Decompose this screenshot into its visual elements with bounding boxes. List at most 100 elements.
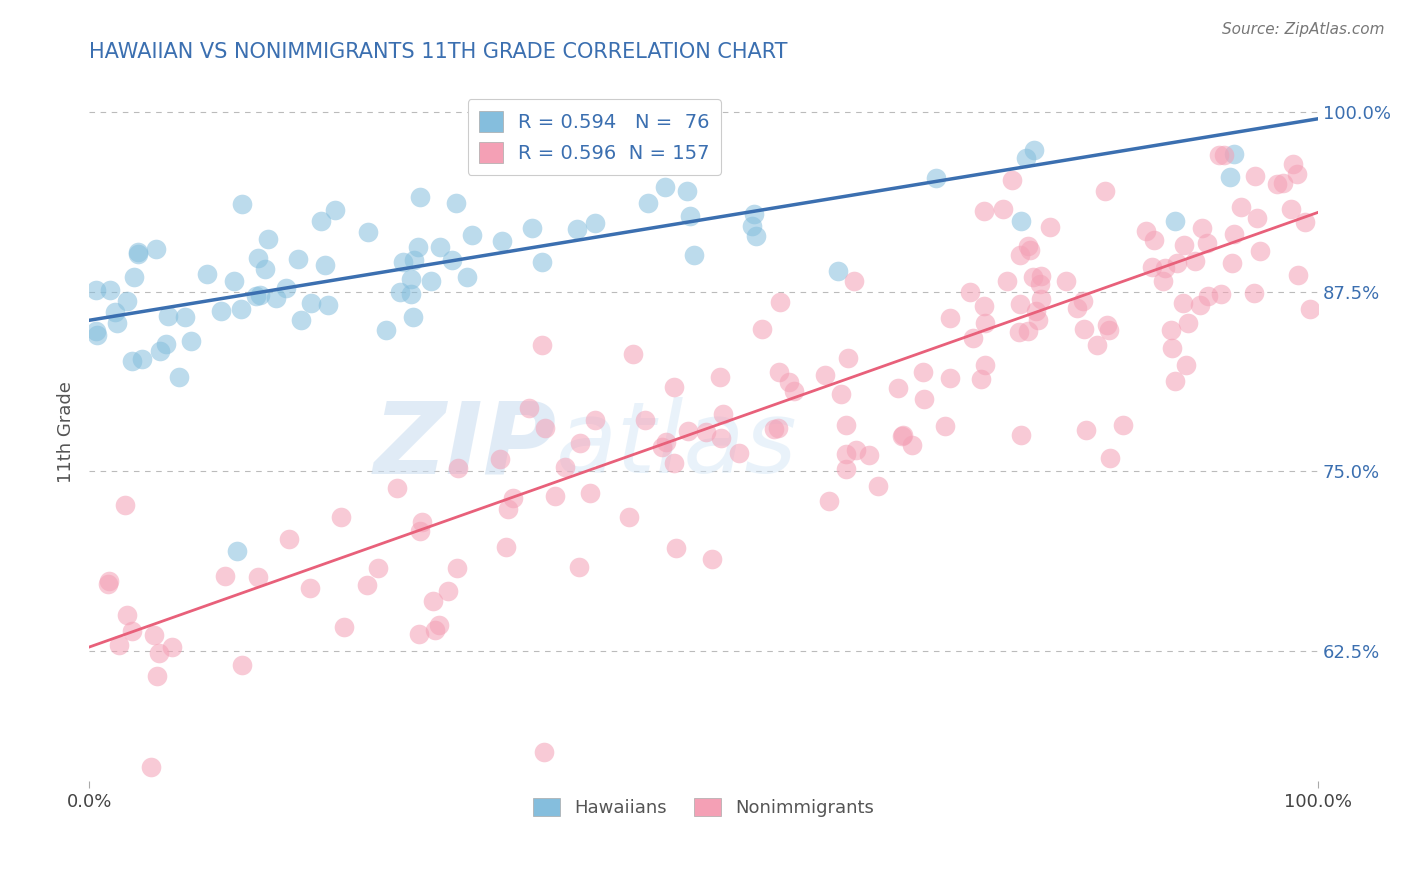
Point (131, 352, 153, 367)
Point (974, 316, 997, 330)
Point (146, 669, 169, 683)
Point (887, 381, 910, 395)
Point (1265, 178, 1288, 192)
Point (969, 371, 991, 385)
Point (1244, 169, 1267, 183)
Point (408, 240, 430, 254)
Point (709, 431, 731, 445)
Point (835, 417, 858, 432)
Point (491, 234, 513, 248)
Point (1054, 274, 1077, 288)
Point (1074, 423, 1097, 437)
Point (402, 310, 425, 324)
Point (427, 617, 450, 632)
Point (1099, 450, 1122, 465)
Text: atlas: atlas (557, 397, 797, 494)
Text: Source: ZipAtlas.com: Source: ZipAtlas.com (1222, 22, 1385, 37)
Point (1223, 227, 1246, 242)
Point (155, 336, 177, 351)
Text: ZIP: ZIP (373, 397, 557, 494)
Point (374, 323, 396, 337)
Point (422, 593, 444, 607)
Point (167, 370, 190, 384)
Point (446, 561, 468, 575)
Point (621, 347, 644, 361)
Point (702, 552, 724, 566)
Point (1164, 214, 1187, 228)
Point (912, 392, 935, 407)
Point (299, 296, 322, 310)
Point (122, 269, 145, 284)
Point (1230, 200, 1253, 214)
Point (246, 251, 269, 265)
Point (231, 302, 253, 317)
Point (115, 293, 138, 308)
Point (858, 449, 880, 463)
Point (517, 401, 540, 415)
Point (408, 190, 430, 204)
Point (1015, 151, 1038, 165)
Point (655, 435, 678, 450)
Point (145, 242, 167, 256)
Point (1010, 428, 1032, 442)
Point (231, 197, 253, 211)
Point (742, 207, 765, 221)
Point (1213, 147, 1236, 161)
Point (1029, 292, 1052, 306)
Point (891, 429, 914, 443)
Point (107, 638, 129, 652)
Point (356, 578, 378, 592)
Point (973, 358, 995, 372)
Point (1008, 248, 1031, 262)
Point (1285, 168, 1308, 182)
Point (962, 331, 984, 345)
Point (97, 574, 120, 588)
Point (457, 269, 479, 284)
Point (1029, 277, 1052, 291)
Point (830, 387, 852, 401)
Point (728, 446, 751, 460)
Point (98, 284, 121, 298)
Point (287, 252, 309, 266)
Point (901, 438, 924, 452)
Point (429, 240, 451, 254)
Point (195, 267, 218, 281)
Point (447, 460, 470, 475)
Point (912, 365, 935, 379)
Point (115, 607, 138, 622)
Point (401, 286, 423, 301)
Point (311, 213, 333, 227)
Point (779, 375, 801, 389)
Point (1272, 176, 1295, 190)
Point (1184, 254, 1206, 268)
Point (679, 210, 702, 224)
Point (357, 225, 380, 239)
Point (127, 247, 149, 261)
Point (316, 298, 339, 312)
Text: HAWAIIAN VS NONIMMIGRANTS 11TH GRADE CORRELATION CHART: HAWAIIAN VS NONIMMIGRANTS 11TH GRADE COR… (89, 42, 787, 62)
Point (1019, 243, 1042, 257)
Point (498, 501, 520, 516)
Point (314, 258, 336, 272)
Point (676, 184, 699, 198)
Point (1017, 239, 1039, 253)
Point (1039, 219, 1062, 234)
Point (139, 759, 162, 773)
Point (973, 300, 995, 314)
Point (408, 627, 430, 641)
Point (782, 384, 804, 398)
Point (1152, 274, 1174, 288)
Point (1197, 236, 1219, 251)
Point (333, 620, 356, 634)
Point (1025, 304, 1047, 318)
Point (768, 365, 790, 379)
Point (264, 291, 287, 305)
Point (1220, 256, 1243, 270)
Point (866, 479, 889, 493)
Point (1097, 323, 1119, 337)
Point (682, 248, 704, 262)
Point (991, 202, 1014, 216)
Point (769, 294, 792, 309)
Point (762, 422, 785, 436)
Point (440, 252, 463, 267)
